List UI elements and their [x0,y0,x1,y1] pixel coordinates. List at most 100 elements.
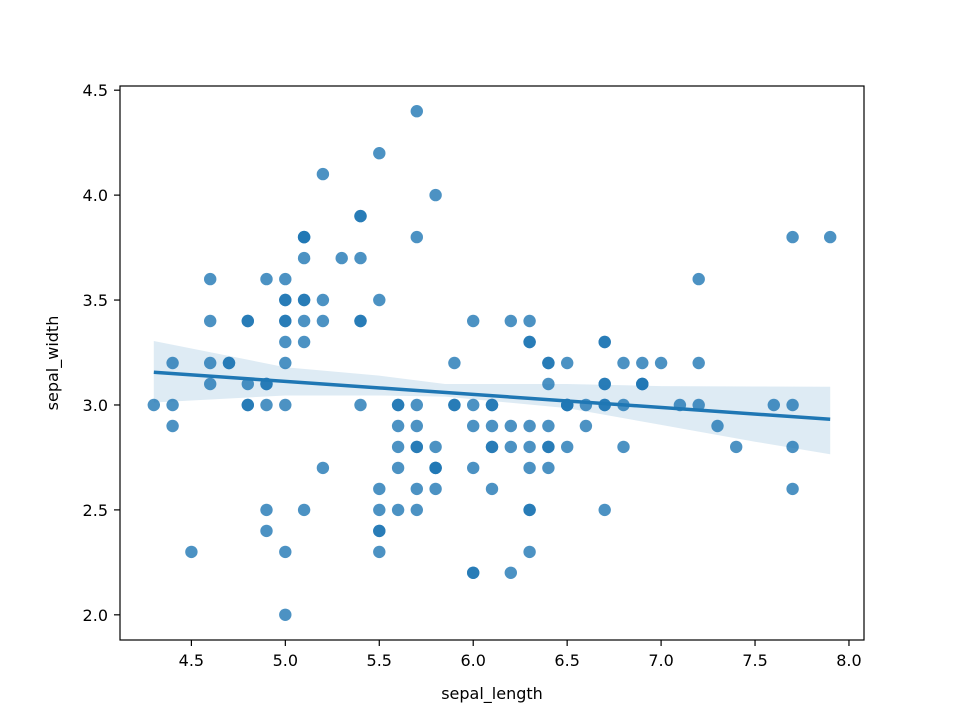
data-point [692,356,705,370]
regression-line [153,370,831,421]
data-point [279,293,292,307]
data-point [485,482,499,496]
x-tick-label: 8.0 [836,651,861,670]
data-point [711,419,724,433]
y-axis-ticks: 2.0 2.5 3.0 3.5 4.0 4.5 [83,81,120,625]
data-point [279,608,292,621]
data-points-layer [147,105,837,621]
data-point [204,356,217,370]
data-point [147,398,160,412]
data-point [598,377,611,391]
data-point [579,419,593,433]
x-axis-label: sepal_length [441,684,543,704]
data-point [467,419,480,433]
data-point [429,188,442,202]
data-point [542,419,555,433]
data-point [260,272,273,286]
data-point [316,167,330,181]
data-point [279,398,292,412]
data-point [391,503,405,517]
data-point [297,503,311,517]
data-point [354,398,367,412]
data-point [485,398,499,412]
data-point [523,461,536,475]
data-point [241,377,254,391]
data-point [297,293,311,307]
data-point [617,440,630,454]
data-point [260,503,273,517]
data-point [786,440,799,454]
data-point [354,251,367,265]
data-point [504,440,517,454]
data-point [410,440,423,454]
data-point [504,419,517,433]
data-point [448,356,461,370]
y-axis-label: sepal_width [43,316,63,411]
data-point [485,419,499,433]
data-point [297,251,311,265]
data-point [692,272,705,286]
data-point [542,461,555,475]
data-point [467,461,480,475]
data-point [410,230,423,244]
data-point [410,503,423,517]
data-point [467,398,480,412]
data-point [373,524,386,538]
data-point [410,398,423,412]
y-tick-label: 4.0 [83,186,108,205]
data-point [467,566,480,579]
data-point [523,314,536,328]
data-point [279,272,292,286]
data-point [692,398,705,412]
data-point [335,251,348,265]
plot-frame [119,85,865,641]
x-tick-label: 6.0 [460,651,485,670]
data-point [204,377,217,391]
data-point [786,482,799,496]
data-point [523,440,536,454]
confidence-band [153,341,831,455]
data-point [523,419,536,433]
regression-line-layer [153,370,831,421]
y-tick-label: 3.5 [83,291,108,310]
data-point [222,356,236,370]
data-point [166,398,179,412]
data-point [297,314,311,328]
data-point [373,293,386,307]
y-tick-label: 2.0 [83,606,108,625]
data-point [410,419,423,433]
data-point [786,398,799,412]
data-point [410,105,423,118]
data-point [354,314,367,328]
data-point [204,314,217,328]
data-point [485,440,499,454]
x-tick-label: 4.5 [179,651,204,670]
data-point [598,335,611,349]
data-point [504,314,517,328]
data-point [542,356,555,370]
data-point [824,230,837,244]
data-point [786,230,799,244]
data-point [429,482,442,496]
x-tick-label: 6.5 [554,651,579,670]
data-point [429,461,442,475]
x-tick-label: 5.0 [273,651,298,670]
data-point [166,356,179,370]
data-point [410,482,423,496]
data-point [373,503,386,517]
data-point [373,482,386,496]
data-point [523,335,536,349]
y-tick-label: 3.0 [83,396,108,415]
data-point [391,440,405,454]
data-point [354,209,367,223]
x-tick-label: 7.0 [648,651,673,670]
data-point [279,356,292,370]
data-point [636,356,649,370]
data-point [185,545,198,559]
data-point [316,293,330,307]
data-point [391,398,405,412]
data-point [767,398,780,412]
data-point [636,377,649,391]
data-point [297,335,311,349]
